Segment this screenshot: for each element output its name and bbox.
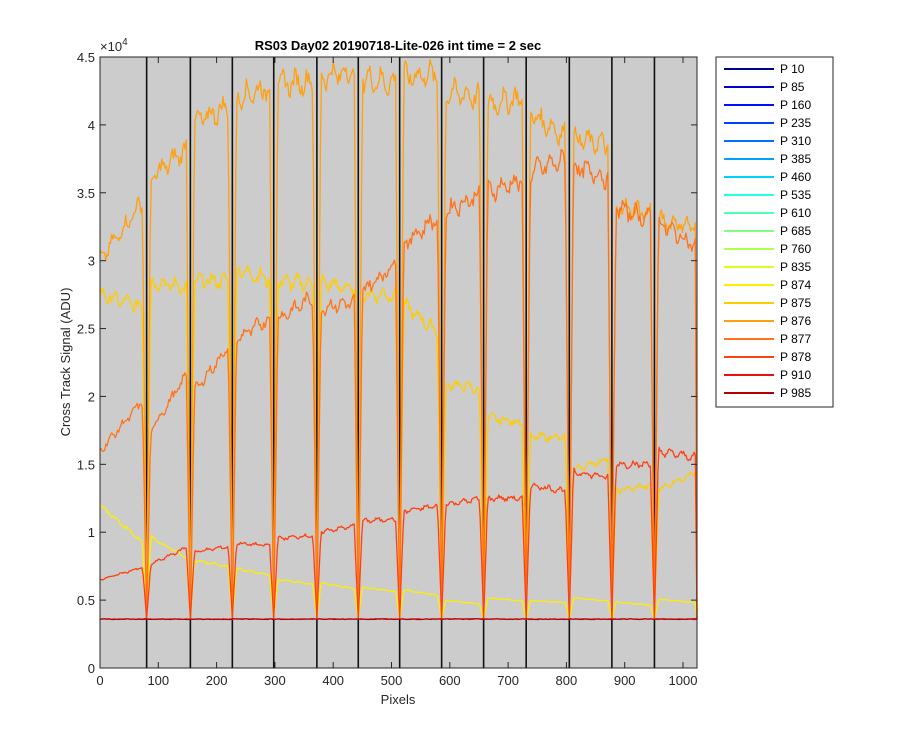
- y-tick-label-3: 1.5: [77, 457, 95, 472]
- x-tick-label-6: 600: [439, 673, 461, 688]
- legend-label-0: P 10: [780, 62, 805, 76]
- y-tick-label-9: 4.5: [77, 50, 95, 65]
- legend-label-16: P 878: [780, 350, 811, 364]
- legend: P 10 P 85 P 160 P 235 P 310 P 385 P 460 P 535 P …: [715, 56, 834, 408]
- x-axis-label: Pixels: [381, 692, 416, 707]
- y-axis-label: Cross Track Signal (ADU): [58, 288, 73, 437]
- legend-label-18: P 985: [780, 386, 811, 400]
- legend-label-13: P 875: [780, 296, 811, 310]
- y-tick-label-5: 2.5: [77, 322, 95, 337]
- legend-label-9: P 685: [780, 224, 811, 238]
- chart-title: RS03 Day02 20190718-Lite-026 int time = …: [255, 38, 542, 53]
- series-line-14: [99, 58, 698, 620]
- y-exponent-base: ×10: [100, 39, 122, 54]
- legend-label-17: P 910: [780, 368, 811, 382]
- plot-area: [99, 57, 698, 668]
- x-tick-label-7: 700: [497, 673, 519, 688]
- x-tick-label-2: 200: [206, 673, 228, 688]
- legend-label-3: P 235: [780, 116, 811, 130]
- axes-box: [99, 56, 698, 669]
- x-tick-label-0: 0: [96, 673, 103, 688]
- legend-label-14: P 876: [780, 314, 811, 328]
- y-tick-label-1: 0.5: [77, 593, 95, 608]
- y-tick-label-7: 3.5: [77, 186, 95, 201]
- y-tick-label-4: 2: [88, 389, 95, 404]
- x-tick-label-8: 800: [556, 673, 578, 688]
- x-tick-label-3: 300: [264, 673, 286, 688]
- legend-label-7: P 535: [780, 188, 811, 202]
- y-tick-label-2: 1: [88, 525, 95, 540]
- series-line-18: [99, 618, 698, 621]
- series-line-12: [99, 505, 698, 620]
- legend-label-8: P 610: [780, 206, 811, 220]
- series-line-16: [99, 446, 698, 620]
- legend-label-4: P 310: [780, 134, 811, 148]
- legend-label-5: P 385: [780, 152, 811, 166]
- y-exponent: ×104: [100, 37, 128, 54]
- x-tick-label-4: 400: [322, 673, 344, 688]
- legend-label-11: P 835: [780, 260, 811, 274]
- legend-label-15: P 877: [780, 332, 811, 346]
- x-tick-label-1: 100: [147, 673, 169, 688]
- x-tick-label-9: 900: [614, 673, 636, 688]
- legend-label-1: P 85: [780, 80, 805, 94]
- legend-label-10: P 760: [780, 242, 811, 256]
- x-tick-label-10: 1000: [669, 673, 698, 688]
- y-tick-label-8: 4: [88, 118, 95, 133]
- axes: 0 100 200 300 400 500 600 700 800 900 1000 0 0.5 1 1.5…: [77, 50, 698, 688]
- x-tick-label-5: 500: [381, 673, 403, 688]
- y-tick-label-6: 3: [88, 254, 95, 269]
- legend-label-12: P 874: [780, 278, 811, 292]
- y-tick-label-0: 0: [88, 661, 95, 676]
- legend-label-6: P 460: [780, 170, 811, 184]
- series-line-15: [99, 148, 698, 620]
- legend-label-2: P 160: [780, 98, 811, 112]
- y-exponent-power: 4: [122, 37, 128, 48]
